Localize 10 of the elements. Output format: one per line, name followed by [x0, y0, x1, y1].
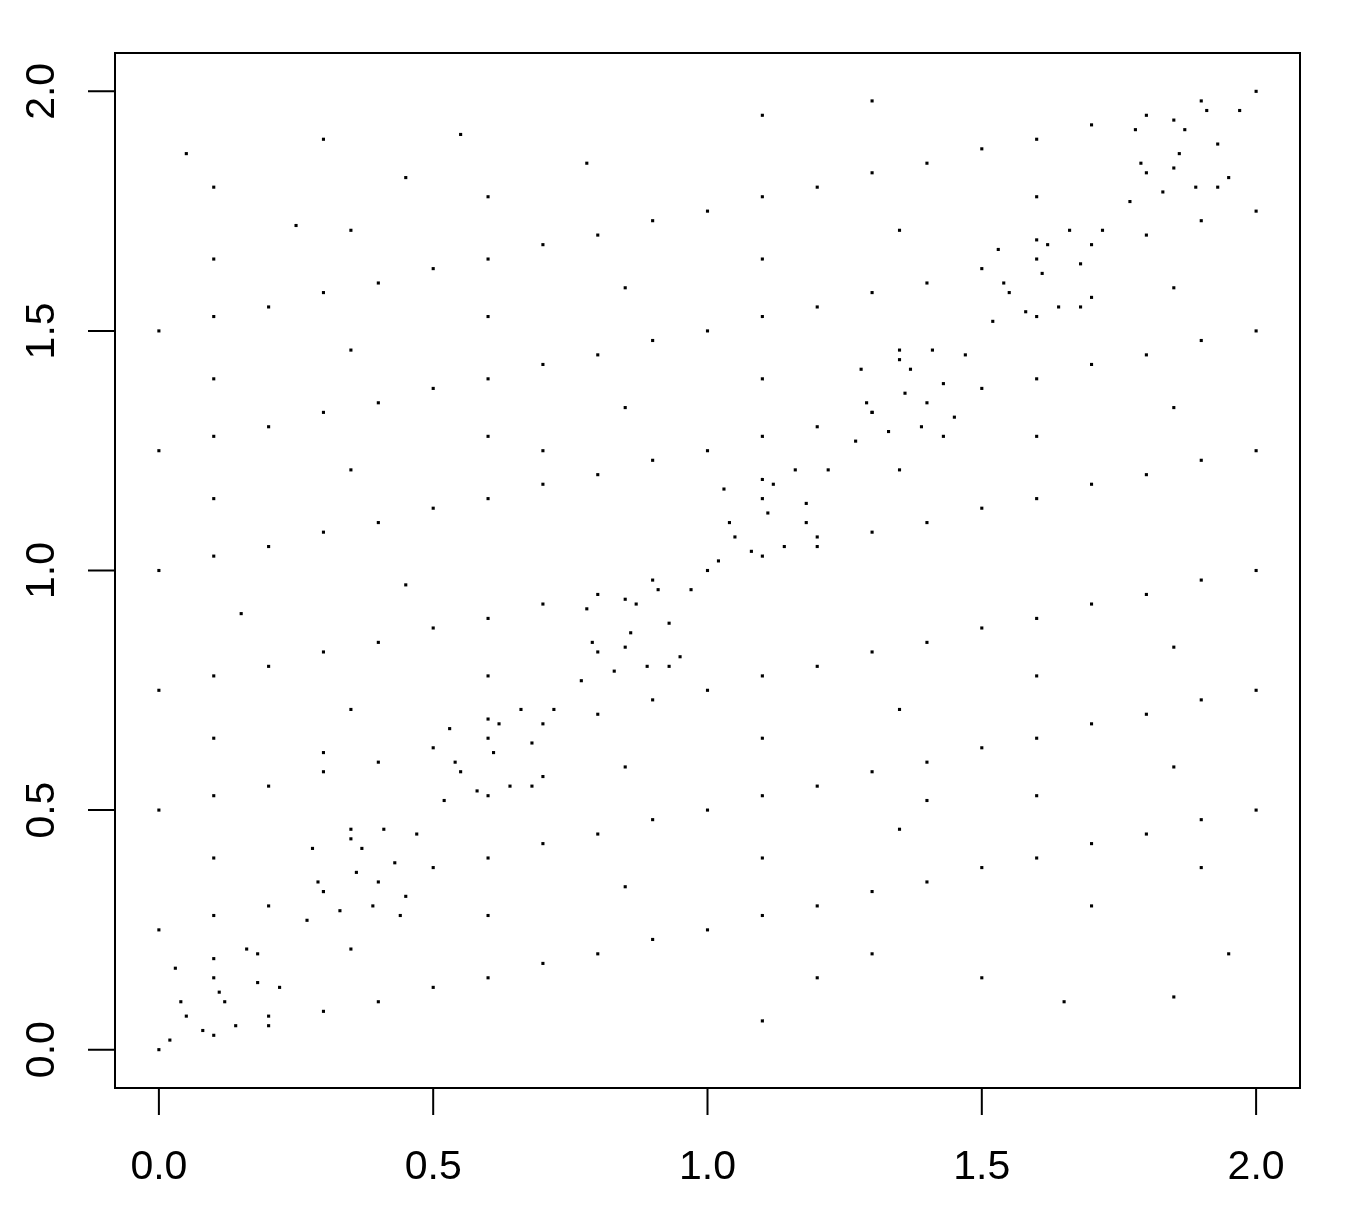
- y-tick-label: 0.0: [16, 1021, 63, 1079]
- y-tick-label: 1.0: [16, 542, 63, 599]
- y-tick-label: 2.0: [16, 62, 63, 120]
- x-tick-label: 2.0: [1227, 1141, 1285, 1188]
- x-tick-label: 1.0: [679, 1141, 736, 1188]
- y-tick-label: 0.5: [16, 781, 63, 839]
- y-tick-label: 1.5: [16, 302, 63, 360]
- x-tick-label: 1.5: [953, 1141, 1011, 1188]
- x-tick-label: 0.5: [404, 1141, 462, 1188]
- x-tick-label: 0.0: [130, 1141, 188, 1188]
